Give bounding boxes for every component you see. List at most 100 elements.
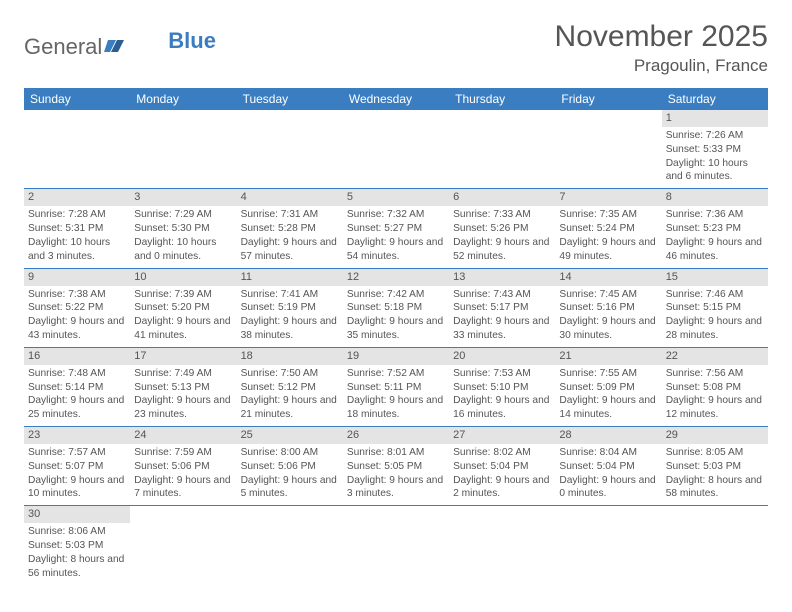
calendar-cell: 29Sunrise: 8:05 AMSunset: 5:03 PMDayligh…: [662, 427, 768, 506]
calendar-cell: [24, 110, 130, 189]
calendar-cell: [130, 506, 236, 585]
calendar-row: 30Sunrise: 8:06 AMSunset: 5:03 PMDayligh…: [24, 506, 768, 585]
day-header: Wednesday: [343, 88, 449, 110]
calendar-cell: 28Sunrise: 8:04 AMSunset: 5:04 PMDayligh…: [555, 427, 661, 506]
calendar-cell: 18Sunrise: 7:50 AMSunset: 5:12 PMDayligh…: [237, 347, 343, 426]
calendar-cell: 16Sunrise: 7:48 AMSunset: 5:14 PMDayligh…: [24, 347, 130, 426]
calendar-cell: 19Sunrise: 7:52 AMSunset: 5:11 PMDayligh…: [343, 347, 449, 426]
day-number: 4: [237, 189, 343, 206]
day-number: 17: [130, 348, 236, 365]
calendar-cell: 3Sunrise: 7:29 AMSunset: 5:30 PMDaylight…: [130, 189, 236, 268]
calendar-row: 23Sunrise: 7:57 AMSunset: 5:07 PMDayligh…: [24, 427, 768, 506]
day-number: 29: [662, 427, 768, 444]
day-number: 7: [555, 189, 661, 206]
day-number: 18: [237, 348, 343, 365]
calendar-cell: 6Sunrise: 7:33 AMSunset: 5:26 PMDaylight…: [449, 189, 555, 268]
day-detail: Sunrise: 8:01 AMSunset: 5:05 PMDaylight:…: [343, 444, 449, 505]
title-block: November 2025 Pragoulin, France: [555, 20, 768, 76]
day-number: 16: [24, 348, 130, 365]
day-detail: Sunrise: 7:52 AMSunset: 5:11 PMDaylight:…: [343, 365, 449, 426]
logo: General Blue: [24, 20, 216, 60]
flag-icon: [104, 34, 126, 60]
day-number: 14: [555, 269, 661, 286]
day-number: 25: [237, 427, 343, 444]
day-detail: Sunrise: 7:26 AMSunset: 5:33 PMDaylight:…: [662, 127, 768, 188]
day-detail: Sunrise: 7:35 AMSunset: 5:24 PMDaylight:…: [555, 206, 661, 267]
calendar-row: 1Sunrise: 7:26 AMSunset: 5:33 PMDaylight…: [24, 110, 768, 189]
day-number: 24: [130, 427, 236, 444]
day-detail: Sunrise: 7:59 AMSunset: 5:06 PMDaylight:…: [130, 444, 236, 505]
day-detail: Sunrise: 7:53 AMSunset: 5:10 PMDaylight:…: [449, 365, 555, 426]
day-detail: Sunrise: 7:29 AMSunset: 5:30 PMDaylight:…: [130, 206, 236, 267]
day-header: Saturday: [662, 88, 768, 110]
calendar-cell: 2Sunrise: 7:28 AMSunset: 5:31 PMDaylight…: [24, 189, 130, 268]
calendar-cell: 8Sunrise: 7:36 AMSunset: 5:23 PMDaylight…: [662, 189, 768, 268]
day-detail: Sunrise: 7:48 AMSunset: 5:14 PMDaylight:…: [24, 365, 130, 426]
day-number: 1: [662, 110, 768, 127]
calendar-cell: [130, 110, 236, 189]
day-number: 22: [662, 348, 768, 365]
day-number: 9: [24, 269, 130, 286]
day-detail: Sunrise: 7:56 AMSunset: 5:08 PMDaylight:…: [662, 365, 768, 426]
day-header: Sunday: [24, 88, 130, 110]
calendar-cell: 15Sunrise: 7:46 AMSunset: 5:15 PMDayligh…: [662, 268, 768, 347]
day-detail: Sunrise: 7:46 AMSunset: 5:15 PMDaylight:…: [662, 286, 768, 347]
calendar-cell: 26Sunrise: 8:01 AMSunset: 5:05 PMDayligh…: [343, 427, 449, 506]
calendar-cell: 27Sunrise: 8:02 AMSunset: 5:04 PMDayligh…: [449, 427, 555, 506]
day-number: 10: [130, 269, 236, 286]
day-number: 23: [24, 427, 130, 444]
day-number: 2: [24, 189, 130, 206]
day-detail: Sunrise: 7:42 AMSunset: 5:18 PMDaylight:…: [343, 286, 449, 347]
page-header: General Blue November 2025 Pragoulin, Fr…: [24, 20, 768, 76]
calendar-cell: 30Sunrise: 8:06 AMSunset: 5:03 PMDayligh…: [24, 506, 130, 585]
calendar-cell: 23Sunrise: 7:57 AMSunset: 5:07 PMDayligh…: [24, 427, 130, 506]
day-detail: Sunrise: 7:33 AMSunset: 5:26 PMDaylight:…: [449, 206, 555, 267]
day-detail: Sunrise: 7:55 AMSunset: 5:09 PMDaylight:…: [555, 365, 661, 426]
day-number: 21: [555, 348, 661, 365]
calendar-cell: 1Sunrise: 7:26 AMSunset: 5:33 PMDaylight…: [662, 110, 768, 189]
day-number: 8: [662, 189, 768, 206]
calendar-cell: [237, 506, 343, 585]
day-number: 12: [343, 269, 449, 286]
calendar-cell: [449, 110, 555, 189]
day-detail: Sunrise: 7:45 AMSunset: 5:16 PMDaylight:…: [555, 286, 661, 347]
day-number: 28: [555, 427, 661, 444]
month-title: November 2025: [555, 20, 768, 54]
logo-text-blue: Blue: [168, 28, 216, 54]
day-detail: Sunrise: 7:41 AMSunset: 5:19 PMDaylight:…: [237, 286, 343, 347]
calendar-cell: 7Sunrise: 7:35 AMSunset: 5:24 PMDaylight…: [555, 189, 661, 268]
calendar-row: 2Sunrise: 7:28 AMSunset: 5:31 PMDaylight…: [24, 189, 768, 268]
calendar-cell: 13Sunrise: 7:43 AMSunset: 5:17 PMDayligh…: [449, 268, 555, 347]
day-detail: Sunrise: 8:02 AMSunset: 5:04 PMDaylight:…: [449, 444, 555, 505]
day-detail: Sunrise: 7:28 AMSunset: 5:31 PMDaylight:…: [24, 206, 130, 267]
calendar-cell: 21Sunrise: 7:55 AMSunset: 5:09 PMDayligh…: [555, 347, 661, 426]
calendar-row: 16Sunrise: 7:48 AMSunset: 5:14 PMDayligh…: [24, 347, 768, 426]
day-detail: Sunrise: 7:31 AMSunset: 5:28 PMDaylight:…: [237, 206, 343, 267]
day-detail: Sunrise: 7:50 AMSunset: 5:12 PMDaylight:…: [237, 365, 343, 426]
calendar-cell: 9Sunrise: 7:38 AMSunset: 5:22 PMDaylight…: [24, 268, 130, 347]
day-detail: Sunrise: 7:49 AMSunset: 5:13 PMDaylight:…: [130, 365, 236, 426]
day-detail: Sunrise: 7:43 AMSunset: 5:17 PMDaylight:…: [449, 286, 555, 347]
day-number: 19: [343, 348, 449, 365]
calendar-cell: 22Sunrise: 7:56 AMSunset: 5:08 PMDayligh…: [662, 347, 768, 426]
day-number: 5: [343, 189, 449, 206]
calendar-cell: 10Sunrise: 7:39 AMSunset: 5:20 PMDayligh…: [130, 268, 236, 347]
location-label: Pragoulin, France: [555, 56, 768, 76]
calendar-cell: 11Sunrise: 7:41 AMSunset: 5:19 PMDayligh…: [237, 268, 343, 347]
calendar-cell: 17Sunrise: 7:49 AMSunset: 5:13 PMDayligh…: [130, 347, 236, 426]
day-detail: Sunrise: 7:57 AMSunset: 5:07 PMDaylight:…: [24, 444, 130, 505]
day-number: 27: [449, 427, 555, 444]
calendar-cell: 25Sunrise: 8:00 AMSunset: 5:06 PMDayligh…: [237, 427, 343, 506]
day-number: 11: [237, 269, 343, 286]
calendar-body: 1Sunrise: 7:26 AMSunset: 5:33 PMDaylight…: [24, 110, 768, 585]
day-detail: Sunrise: 7:36 AMSunset: 5:23 PMDaylight:…: [662, 206, 768, 267]
day-detail: Sunrise: 7:39 AMSunset: 5:20 PMDaylight:…: [130, 286, 236, 347]
day-number: 15: [662, 269, 768, 286]
calendar-cell: [237, 110, 343, 189]
day-number: 13: [449, 269, 555, 286]
calendar-cell: 24Sunrise: 7:59 AMSunset: 5:06 PMDayligh…: [130, 427, 236, 506]
calendar-cell: [555, 110, 661, 189]
calendar-cell: [662, 506, 768, 585]
day-detail: Sunrise: 7:38 AMSunset: 5:22 PMDaylight:…: [24, 286, 130, 347]
day-number: 30: [24, 506, 130, 523]
